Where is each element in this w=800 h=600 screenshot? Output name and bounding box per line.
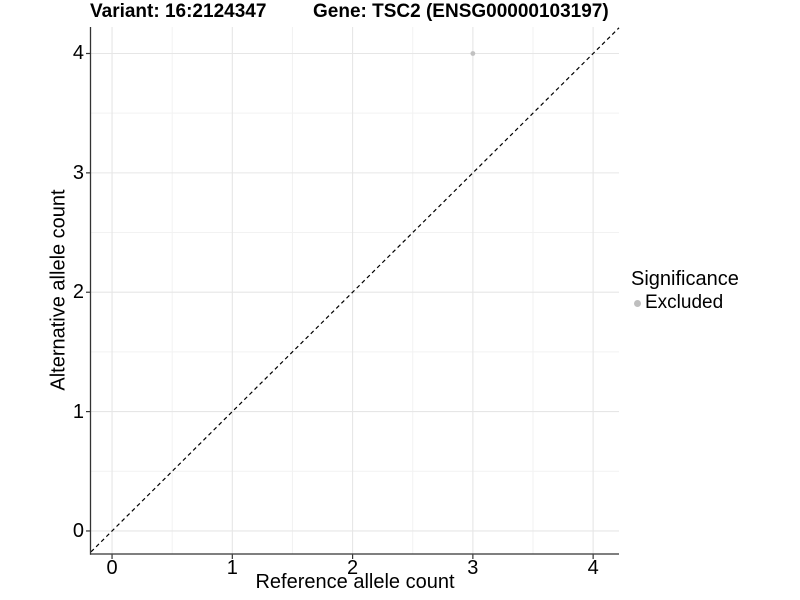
data-point xyxy=(470,51,476,56)
x-tick-label: 0 xyxy=(106,557,118,579)
y-tick-label: 2 xyxy=(72,281,84,304)
legend-point-icon xyxy=(634,299,641,307)
legend: Significance Excluded xyxy=(631,268,739,314)
y-tick-label: 4 xyxy=(72,42,84,65)
x-tick-label: 3 xyxy=(467,557,479,579)
x-tick-label: 2 xyxy=(347,557,359,579)
x-tick-label: 4 xyxy=(587,557,599,579)
y-tick-label: 3 xyxy=(72,161,84,184)
legend-title: Significance xyxy=(631,268,739,290)
x-tick-label: 1 xyxy=(226,557,238,579)
y-tick-label: 0 xyxy=(72,519,84,542)
identity-dashed-line xyxy=(90,27,620,553)
legend-item-label: Excluded xyxy=(645,292,724,313)
y-tick-label: 1 xyxy=(72,400,84,423)
x-axis-title: Reference allele count xyxy=(255,571,455,593)
legend-item-excluded: Excluded xyxy=(631,292,739,314)
plot-title-gene: Gene: TSC2 (ENSG00000103197) xyxy=(313,1,609,22)
plot-title-variant: Variant: 16:2124347 xyxy=(90,1,267,22)
y-axis-title: Alternative allele count xyxy=(47,189,70,391)
